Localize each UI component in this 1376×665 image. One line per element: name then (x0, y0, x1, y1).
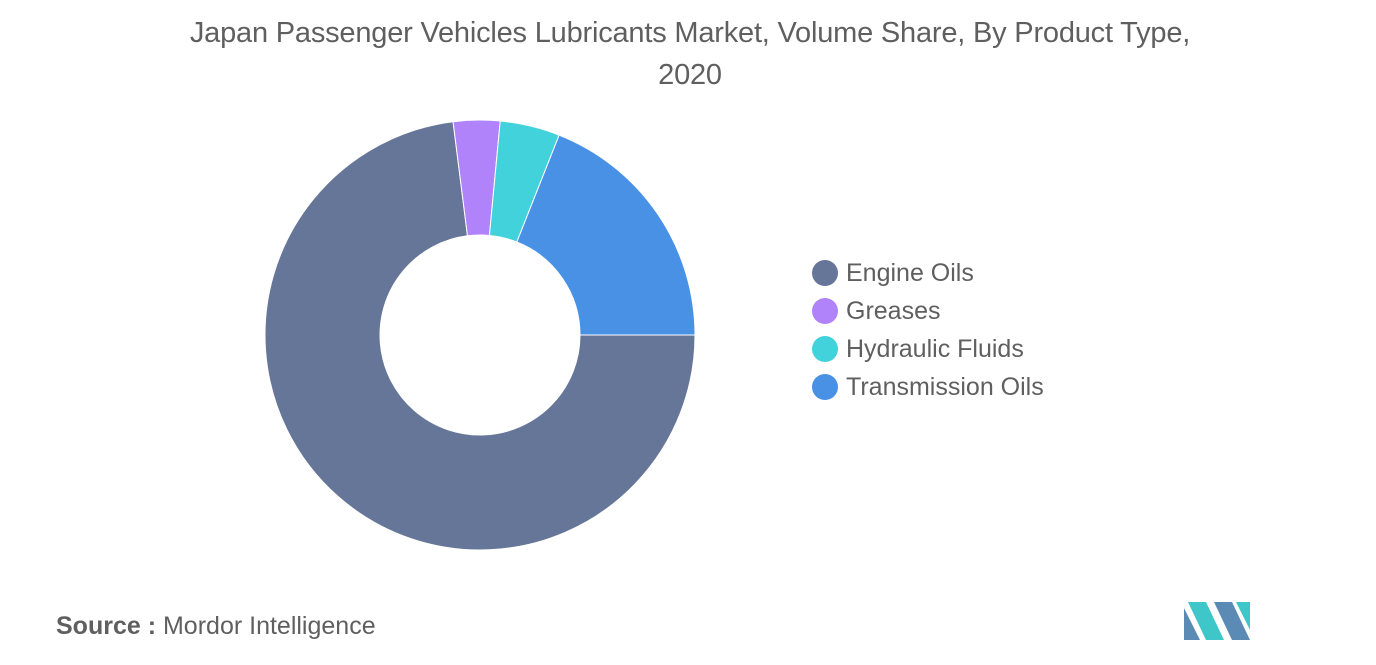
source-label: Source : (56, 612, 157, 640)
logo-left-peak (1188, 602, 1224, 640)
legend-item-engine-oils: Engine Oils (812, 254, 1044, 292)
legend-label: Greases (846, 296, 941, 325)
logo-right-peak (1214, 602, 1250, 640)
legend-item-greases: Greases (812, 292, 1044, 330)
source-text: Mordor Intelligence (162, 612, 376, 640)
legend-swatch (812, 260, 838, 286)
legend-label: Engine Oils (846, 258, 974, 287)
legend-label: Hydraulic Fluids (846, 334, 1024, 363)
logo-right-shape (1236, 602, 1250, 630)
slice-engine-oils (264, 121, 696, 551)
legend-swatch (812, 374, 838, 400)
legend-item-hydraulic-fluids: Hydraulic Fluids (812, 330, 1044, 368)
legend-item-transmission-oils: Transmission Oils (812, 368, 1044, 406)
legend-label: Transmission Oils (846, 372, 1044, 401)
slice-transmission-oils (516, 134, 696, 336)
chart-legend: Engine Oils Greases Hydraulic Fluids Transm… (812, 254, 1044, 406)
source-note: Source : Mordor Intelligence (56, 612, 376, 641)
logo-left-shape (1184, 608, 1200, 640)
chart-title: Japan Passenger Vehicles Lubricants Mark… (189, 17, 1191, 91)
mordor-intelligence-logo-icon (1184, 602, 1250, 640)
legend-swatch (812, 298, 838, 324)
legend-swatch (812, 336, 838, 362)
